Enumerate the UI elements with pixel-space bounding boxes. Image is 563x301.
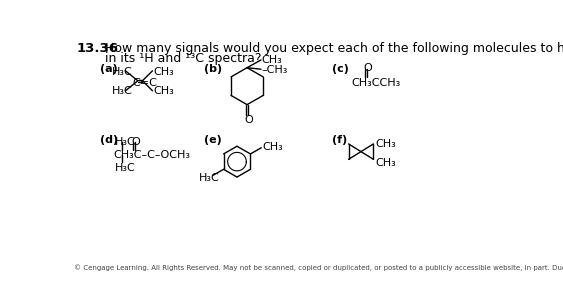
Text: (c): (c) — [332, 64, 349, 74]
Text: CH₃: CH₃ — [262, 142, 283, 152]
Text: O: O — [132, 137, 140, 147]
Text: CH₃: CH₃ — [375, 158, 396, 168]
Text: 13.36: 13.36 — [77, 42, 119, 55]
Text: CH₃: CH₃ — [262, 54, 283, 65]
Text: (b): (b) — [204, 64, 222, 74]
Text: O: O — [363, 63, 372, 73]
Text: (d): (d) — [100, 135, 118, 145]
Text: in its ¹H and ¹³C spectra?: in its ¹H and ¹³C spectra? — [105, 51, 262, 64]
Text: O: O — [244, 115, 253, 126]
Text: CH₃: CH₃ — [375, 139, 396, 149]
Text: H₃C: H₃C — [199, 173, 220, 183]
Text: –CH₃: –CH₃ — [262, 65, 288, 75]
Text: (a): (a) — [100, 64, 118, 74]
Text: (e): (e) — [204, 135, 222, 145]
Text: CH₃: CH₃ — [153, 86, 174, 96]
Text: H₃C: H₃C — [115, 137, 136, 147]
Text: C=C: C=C — [132, 78, 157, 88]
Text: How many signals would you expect each of the following molecules to have: How many signals would you expect each o… — [105, 42, 563, 55]
Text: CH₃C–C–OCH₃: CH₃C–C–OCH₃ — [113, 150, 190, 160]
Text: CH₃CCH₃: CH₃CCH₃ — [351, 78, 400, 88]
Text: H₃C: H₃C — [115, 163, 136, 173]
Text: H₃C: H₃C — [112, 67, 133, 77]
Text: © Cengage Learning. All Rights Reserved. May not be scanned, copied or duplicate: © Cengage Learning. All Rights Reserved.… — [74, 264, 563, 271]
Text: CH₃: CH₃ — [153, 67, 174, 77]
Text: H₃C: H₃C — [112, 86, 133, 96]
Text: (f): (f) — [332, 135, 347, 145]
